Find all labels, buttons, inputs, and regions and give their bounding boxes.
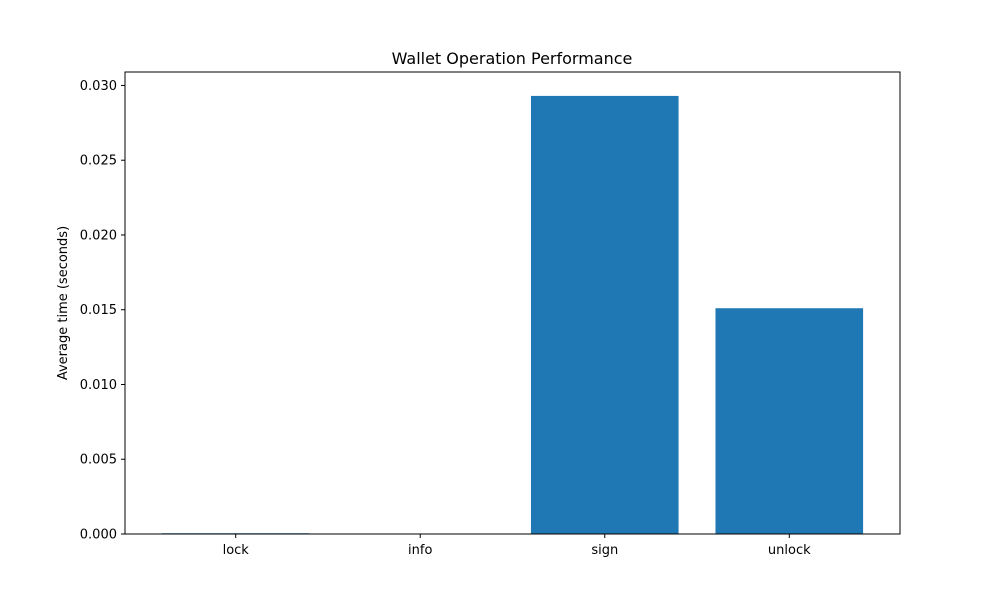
y-tick-label: 0.015 xyxy=(80,303,117,318)
y-axis-ticks: 0.000 0.005 0.010 0.015 0.020 0.025 0.030 xyxy=(80,79,125,543)
x-tick-label: sign xyxy=(591,543,618,558)
y-axis-label: Average time (seconds) xyxy=(56,226,71,380)
y-tick-label: 0.000 xyxy=(80,528,117,543)
bar-unlock xyxy=(715,308,864,534)
y-tick-label: 0.030 xyxy=(80,79,117,94)
chart-title: Wallet Operation Performance xyxy=(392,49,633,68)
y-tick-label: 0.020 xyxy=(80,228,117,243)
plot-frame xyxy=(124,71,901,535)
y-tick-label: 0.005 xyxy=(80,453,117,468)
x-tick-label: lock xyxy=(223,543,250,558)
bars-layer xyxy=(161,95,864,534)
bar-sign xyxy=(530,95,679,534)
x-tick-label: info xyxy=(408,543,432,558)
x-tick-label: unlock xyxy=(768,543,811,558)
x-axis-ticks: lock info sign unlock xyxy=(223,534,811,558)
y-tick-label: 0.010 xyxy=(80,378,117,393)
y-tick-label: 0.025 xyxy=(80,154,117,169)
